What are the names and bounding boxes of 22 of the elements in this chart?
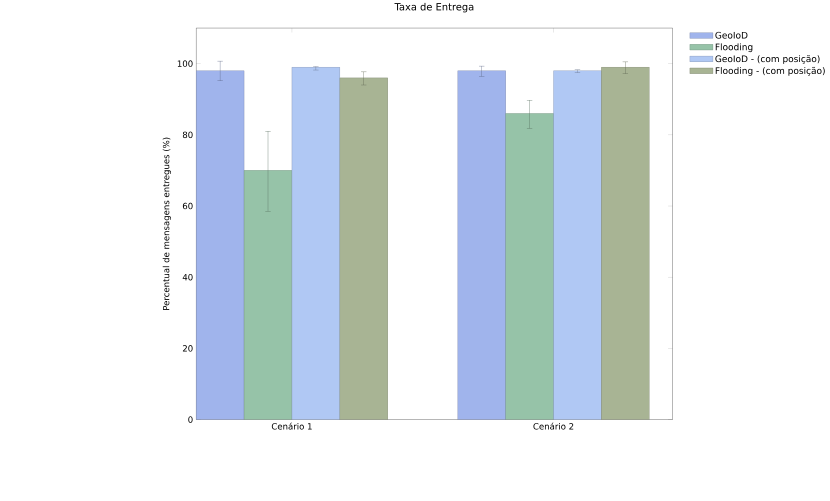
bar xyxy=(458,70,506,420)
bar xyxy=(292,66,340,420)
y-tick-label: 60 xyxy=(182,202,193,210)
y-tick-label: 100 xyxy=(178,60,193,67)
y-tick-label: 40 xyxy=(182,274,193,280)
legend-label: GeoIoD - (com posição) xyxy=(715,54,820,64)
legend-label: Flooding xyxy=(716,43,752,52)
y-tick-label: 0 xyxy=(188,416,193,423)
bar xyxy=(340,77,388,420)
legend-label: Flooding - (com posição) xyxy=(716,66,825,76)
bar xyxy=(196,70,244,420)
y-tick-label: 80 xyxy=(182,131,193,138)
y-tick-label: 20 xyxy=(182,344,193,352)
bar xyxy=(553,70,602,420)
chart-title: Taxa de Entrega xyxy=(394,2,474,12)
x-tick-label: Cenário 2 xyxy=(533,422,574,430)
bar xyxy=(505,113,554,420)
bar xyxy=(244,170,292,420)
y-axis-title: Percentual de mensagens entregues (%) xyxy=(162,137,171,310)
legend-label: GeoIoD xyxy=(715,32,748,38)
x-tick-label: Cenário 1 xyxy=(272,422,312,430)
bar xyxy=(601,66,650,420)
